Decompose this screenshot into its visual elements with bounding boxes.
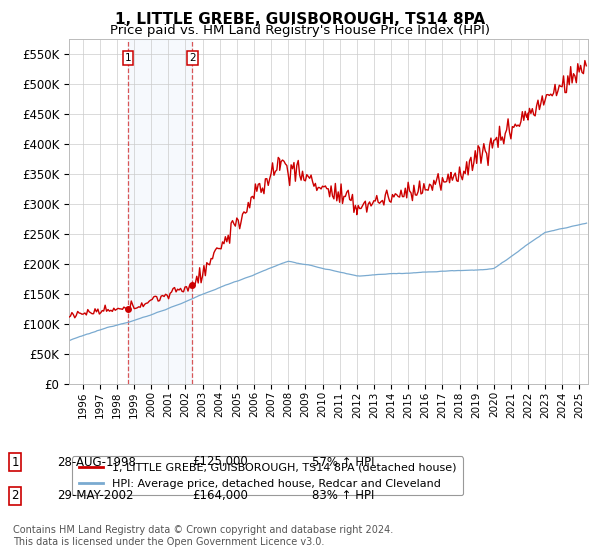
Text: 1: 1 [11, 455, 19, 469]
Text: 28-AUG-1998: 28-AUG-1998 [57, 455, 136, 469]
Text: 2: 2 [189, 53, 196, 63]
Text: 29-MAY-2002: 29-MAY-2002 [57, 489, 133, 502]
Text: 57% ↑ HPI: 57% ↑ HPI [312, 455, 374, 469]
Text: 83% ↑ HPI: 83% ↑ HPI [312, 489, 374, 502]
Text: 1, LITTLE GREBE, GUISBOROUGH, TS14 8PA: 1, LITTLE GREBE, GUISBOROUGH, TS14 8PA [115, 12, 485, 27]
Text: Price paid vs. HM Land Registry's House Price Index (HPI): Price paid vs. HM Land Registry's House … [110, 24, 490, 37]
Text: £164,000: £164,000 [192, 489, 248, 502]
Legend: 1, LITTLE GREBE, GUISBOROUGH, TS14 8PA (detached house), HPI: Average price, det: 1, LITTLE GREBE, GUISBOROUGH, TS14 8PA (… [72, 456, 463, 495]
Text: 2: 2 [11, 489, 19, 502]
Text: £125,000: £125,000 [192, 455, 248, 469]
Text: 1: 1 [125, 53, 131, 63]
Text: Contains HM Land Registry data © Crown copyright and database right 2024.
This d: Contains HM Land Registry data © Crown c… [13, 525, 394, 547]
Bar [128, 39, 193, 384]
